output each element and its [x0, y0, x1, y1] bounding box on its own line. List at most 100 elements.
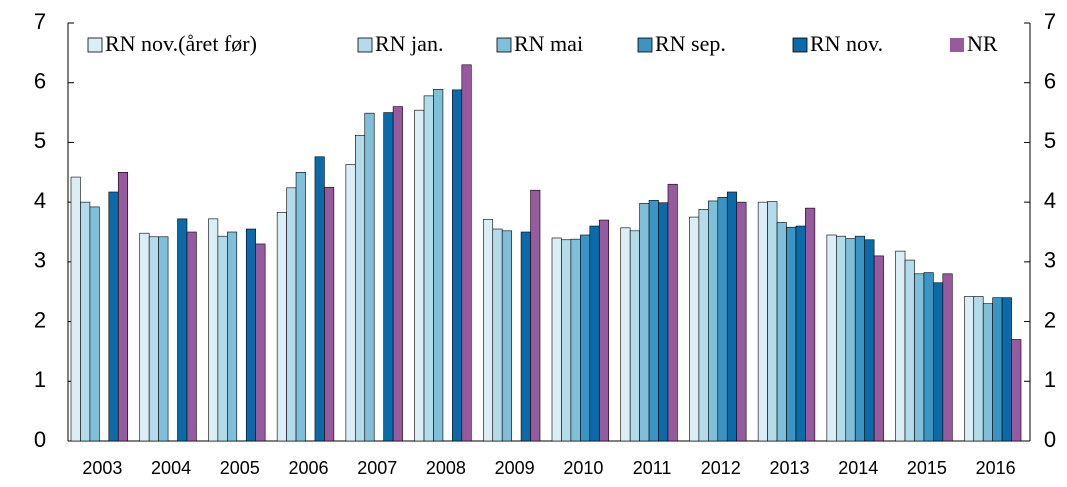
bar	[629, 230, 640, 442]
bar	[117, 171, 129, 442]
bar	[286, 187, 297, 442]
x-tick-label: 2010	[563, 458, 603, 478]
legend-label: RN sep.	[655, 31, 726, 56]
bar	[717, 197, 728, 442]
x-tick-label: 2003	[82, 458, 122, 478]
bar	[933, 282, 944, 442]
bar	[158, 236, 169, 442]
bar	[217, 235, 228, 442]
bar	[392, 106, 403, 442]
x-tick-label: 2016	[976, 458, 1016, 478]
bar	[992, 297, 1003, 442]
y-tick-label: 3	[34, 248, 46, 273]
x-tick-label: 2014	[838, 458, 878, 478]
x-tick-label: 2009	[495, 458, 535, 478]
bar	[1011, 339, 1022, 442]
bar	[963, 296, 975, 442]
bar	[708, 200, 719, 442]
bar	[698, 209, 709, 442]
bar	[492, 228, 503, 442]
bar	[255, 243, 266, 442]
bar	[414, 109, 425, 442]
bar	[973, 296, 984, 442]
bar	[314, 156, 325, 442]
bar	[845, 238, 856, 442]
bar	[570, 238, 581, 442]
bar	[786, 226, 797, 442]
bar	[658, 202, 669, 442]
bar	[736, 201, 747, 442]
y2-tick-label: 3	[1044, 248, 1056, 273]
bar	[864, 239, 875, 442]
bar	[836, 235, 847, 442]
y2-tick-label: 1	[1044, 367, 1056, 392]
bar	[620, 227, 631, 442]
bar	[551, 237, 562, 442]
legend-label: RN mai	[514, 31, 583, 56]
y2-tick-label: 4	[1044, 188, 1056, 213]
bar	[80, 201, 91, 442]
bar	[914, 273, 925, 442]
bar	[452, 89, 463, 442]
legend-label: NR	[967, 31, 998, 56]
x-tick-label: 2011	[633, 458, 672, 478]
bar	[482, 219, 494, 442]
bar	[227, 231, 238, 442]
legend-label: RN nov.	[810, 31, 883, 56]
bar	[208, 218, 219, 442]
x-tick-label: 2008	[426, 458, 466, 478]
legend-swatch	[637, 37, 653, 53]
y-tick-label: 7	[34, 9, 46, 34]
bar	[904, 259, 915, 442]
bar	[648, 200, 659, 442]
y-tick-label: 1	[34, 367, 46, 392]
bar	[177, 218, 188, 442]
bar	[561, 239, 572, 442]
y2-tick-label: 7	[1044, 9, 1056, 34]
bar	[433, 88, 444, 442]
bar	[854, 235, 865, 442]
bar	[982, 303, 993, 442]
bar	[805, 207, 816, 442]
bar	[895, 250, 906, 442]
bar	[826, 234, 837, 442]
y-tick-label: 6	[34, 69, 46, 94]
bar	[355, 134, 366, 442]
x-tick-label: 2005	[220, 458, 260, 478]
legend-swatch	[87, 37, 103, 53]
x-tick-label: 2012	[701, 458, 741, 478]
bar	[639, 203, 650, 442]
bar	[423, 95, 434, 442]
bar	[520, 231, 531, 442]
bar	[923, 272, 934, 442]
y2-tick-label: 0	[1044, 427, 1056, 452]
bar	[186, 231, 197, 442]
y-tick-label: 4	[34, 188, 46, 213]
bar	[580, 234, 591, 442]
legend-label: RN jan.	[375, 31, 443, 56]
bar	[501, 230, 512, 442]
bar	[795, 225, 806, 442]
bar	[530, 189, 541, 442]
bar	[70, 176, 81, 442]
bar	[364, 112, 375, 442]
bar	[942, 273, 953, 442]
bar	[148, 236, 159, 442]
bar	[726, 191, 737, 442]
bar	[767, 201, 778, 442]
y2-tick-label: 2	[1044, 307, 1056, 332]
bar	[667, 183, 678, 442]
x-tick-label: 2006	[288, 458, 328, 478]
legend-swatch	[496, 37, 512, 53]
bar	[89, 206, 100, 442]
y2-tick-label: 5	[1044, 128, 1056, 153]
y-tick-label: 2	[34, 307, 46, 332]
bar	[776, 222, 787, 442]
bar	[108, 191, 119, 442]
bar	[345, 164, 356, 442]
bar	[276, 211, 287, 442]
legend-swatch	[950, 38, 964, 52]
bar	[383, 112, 394, 442]
bar	[689, 216, 700, 442]
